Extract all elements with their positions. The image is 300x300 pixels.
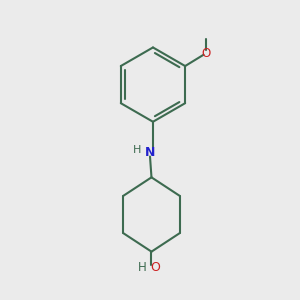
Text: H: H — [133, 145, 142, 155]
Text: O: O — [201, 47, 211, 60]
Text: O: O — [150, 262, 160, 275]
Text: N: N — [145, 146, 155, 159]
Text: H: H — [138, 262, 147, 275]
